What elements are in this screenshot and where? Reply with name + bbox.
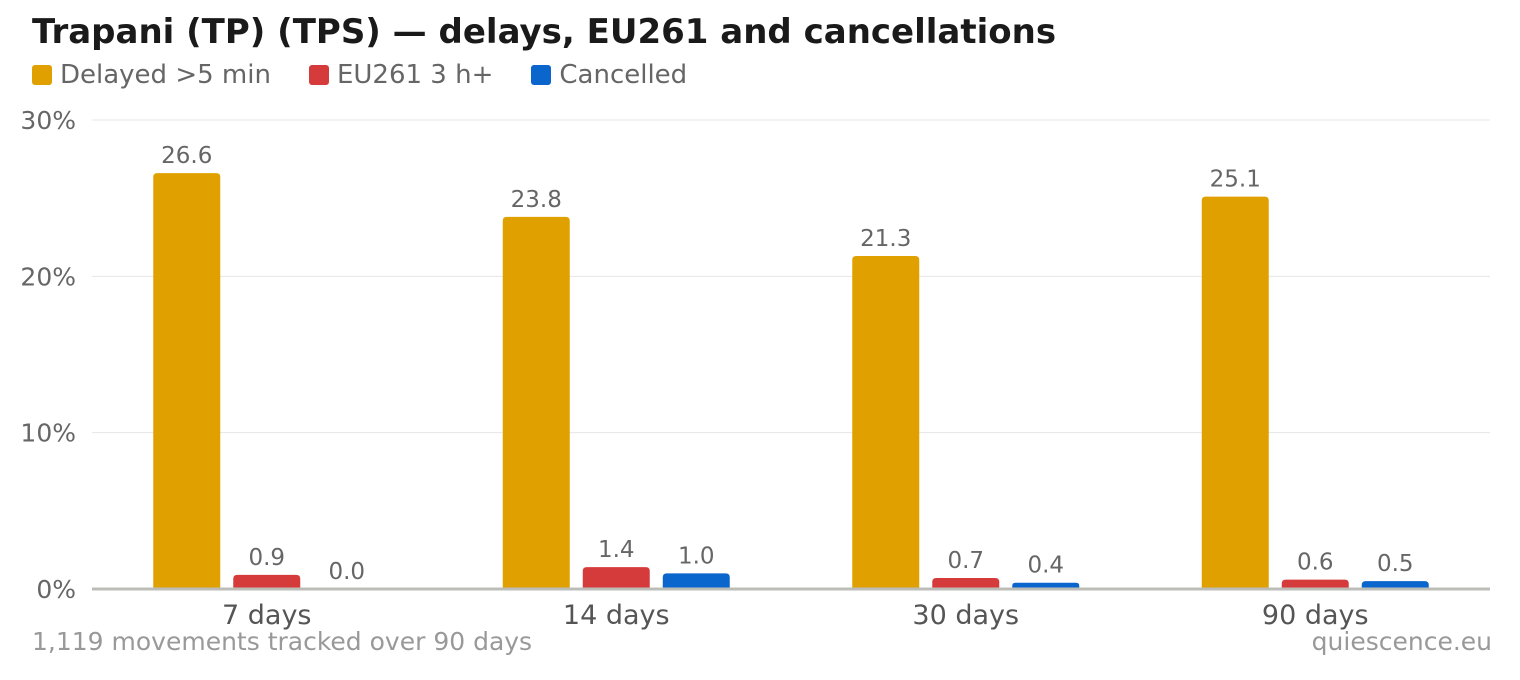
footnote: 1,119 movements tracked over 90 days [32, 627, 533, 656]
x-axis-ticks: 7 days 14 days 30 days 90 days [222, 600, 1369, 631]
legend-item: EU261 3 h+ [308, 60, 494, 90]
bar [502, 216, 570, 589]
data-label: 0.6 [1297, 550, 1334, 576]
data-label: 23.8 [511, 187, 562, 213]
bar [153, 173, 221, 590]
y-tick-label: 10% [20, 419, 76, 448]
bar [582, 567, 650, 589]
data-label: 25.1 [1210, 167, 1261, 193]
legend-item: Cancelled [531, 60, 687, 90]
x-tick-label: 14 days [563, 600, 670, 631]
bar [1281, 579, 1349, 589]
grid-lines [92, 119, 1490, 434]
data-label: 0.7 [947, 548, 984, 574]
bar [852, 256, 920, 589]
x-tick-label: 90 days [1262, 600, 1369, 631]
bar [932, 578, 1000, 589]
bar [1201, 196, 1269, 589]
bar [233, 574, 301, 589]
data-label: 1.0 [678, 543, 715, 569]
bar [662, 573, 730, 589]
data-label: 0.5 [1377, 551, 1414, 577]
legend-label: EU261 3 h+ [336, 60, 494, 90]
legend-swatch [308, 65, 329, 85]
y-tick-label: 0% [36, 575, 76, 604]
chart-title: Trapani (TP) (TPS) — delays, EU261 and c… [32, 12, 1057, 52]
y-axis-ticks: 0% 10% 20% 30% [20, 106, 76, 604]
x-tick-label: 7 days [222, 600, 312, 631]
data-label: 1.4 [598, 537, 635, 563]
legend: Delayed >5 min EU261 3 h+ Cancelled [32, 60, 687, 90]
data-label: 0.9 [248, 545, 285, 571]
legend-item: Delayed >5 min [32, 60, 271, 90]
data-labels: 26.6 0.9 0.0 23.8 1.4 1.0 21.3 0.7 0.4 25.1 0.6 0.5 [161, 143, 1413, 585]
legend-swatch [32, 65, 52, 85]
y-tick-label: 20% [20, 262, 76, 291]
y-tick-label: 30% [20, 106, 76, 135]
legend-swatch [531, 65, 552, 85]
data-label: 21.3 [860, 226, 911, 252]
bars [153, 173, 1429, 590]
source-credit: quiescence.eu [1311, 627, 1492, 656]
legend-label: Cancelled [559, 60, 688, 90]
x-tick-label: 30 days [912, 600, 1019, 631]
bar [1012, 582, 1080, 589]
data-label: 0.0 [328, 559, 365, 585]
bar [1361, 581, 1429, 589]
data-label: 26.6 [161, 143, 212, 169]
data-label: 0.4 [1027, 553, 1064, 579]
legend-label: Delayed >5 min [60, 60, 271, 90]
